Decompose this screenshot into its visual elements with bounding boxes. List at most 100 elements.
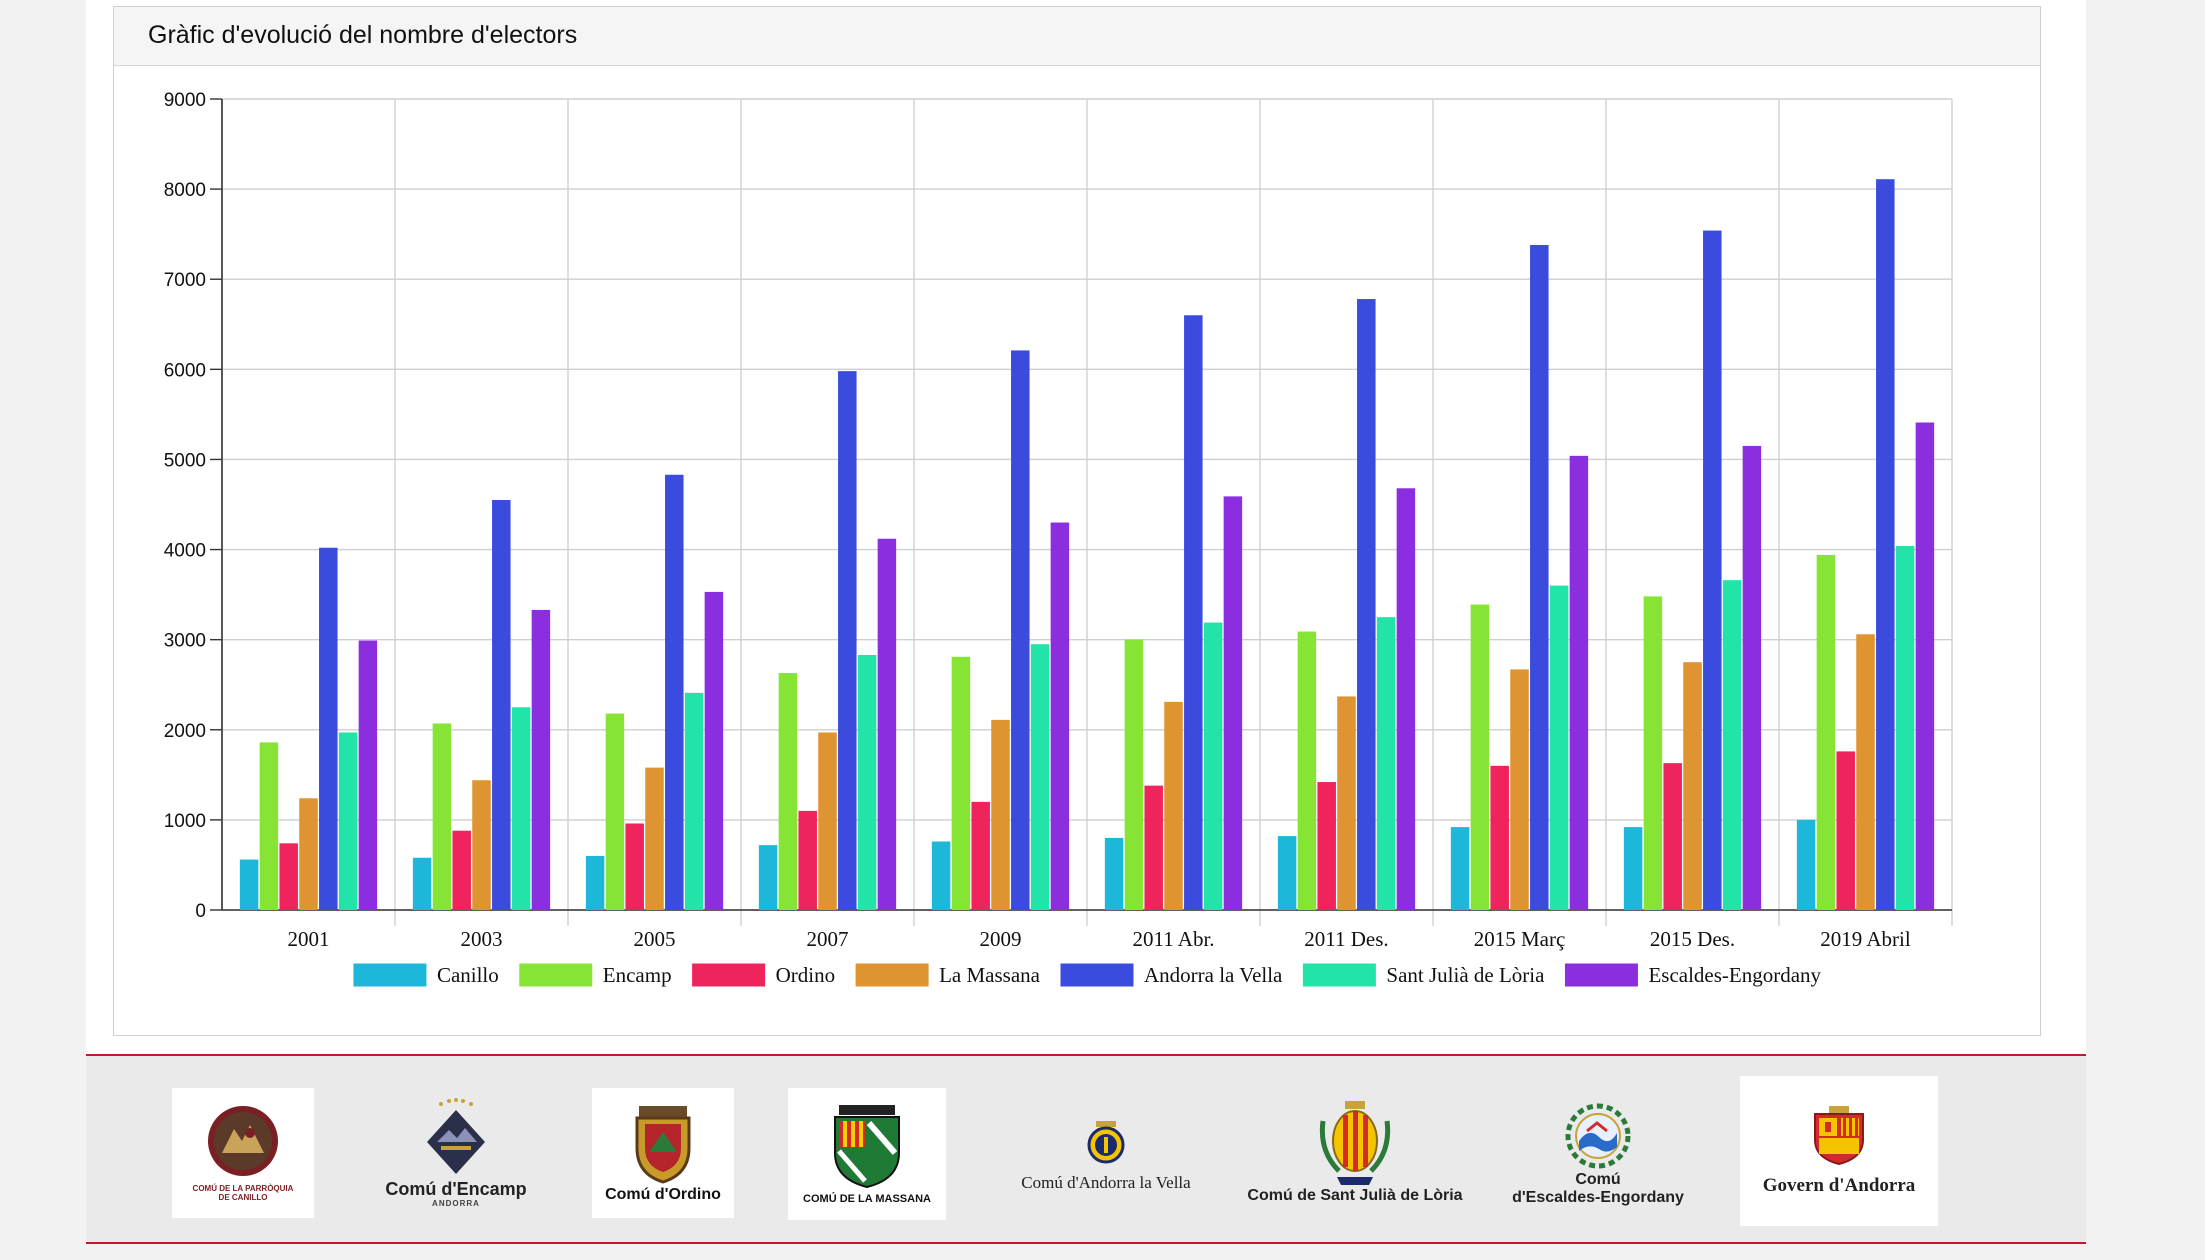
bar-andorra-la-vella — [838, 371, 857, 910]
bar-escaldes-engordany — [704, 591, 724, 910]
logo-canillo[interactable]: COMÚ DE LA PARRÒQUIA DE CANILLO — [172, 1088, 314, 1218]
bar-andorra-la-vella — [1703, 230, 1722, 910]
legend-swatch-sant-juli-de-l-ria — [1301, 962, 1377, 988]
bar-escaldes-engordany — [1223, 496, 1243, 910]
bar-andorra-la-vella — [492, 499, 511, 910]
bar-andorra-la-vella — [1357, 299, 1376, 911]
bar-andorra-la-vella — [1011, 350, 1030, 910]
bar-escaldes-engordany — [1396, 488, 1416, 910]
bar-encamp — [1816, 554, 1836, 910]
bar-escaldes-engordany — [1569, 455, 1589, 910]
bar-ordino — [798, 810, 817, 910]
bar-escaldes-engordany — [1742, 445, 1762, 910]
electors-bar-chart: 0 1000 2000 3000 4000 5000 6000 7000 8000 9000 200… — [164, 90, 1953, 988]
bar-canillo — [758, 845, 778, 910]
bar-sant-juli-de-l-ria — [338, 732, 358, 910]
bar-canillo — [1623, 827, 1643, 910]
bar-encamp — [1124, 639, 1144, 910]
bar-la-massana — [645, 767, 664, 910]
bar-la-massana — [991, 719, 1010, 910]
logo-encamp[interactable]: Comú d'Encamp ANDORRA — [376, 1088, 536, 1218]
logo-la-massana[interactable]: COMÚ DE LA MASSANA — [788, 1088, 946, 1220]
legend-label-andorra-la-vella: Andorra la Vella — [1144, 963, 1283, 987]
bar-la-massana — [818, 732, 837, 910]
logo-escaldes-caption-1: Comú — [1575, 1171, 1621, 1189]
bar-sant-juli-de-l-ria — [511, 707, 531, 910]
bar-andorra-la-vella — [1530, 244, 1549, 911]
legend-label-encamp: Encamp — [603, 963, 672, 987]
x-tick-label: 2001 — [288, 927, 330, 951]
bar-sant-juli-de-l-ria — [684, 692, 704, 910]
legend-label-la-massana: La Massana — [939, 963, 1041, 987]
bar-ordino — [1317, 782, 1336, 910]
y-tick-label: 6000 — [164, 360, 206, 381]
bar-canillo — [1104, 837, 1124, 910]
bar-canillo — [412, 857, 432, 910]
logo-escaldes[interactable]: Comú d'Escaldes-Engordany — [1488, 1090, 1708, 1220]
andorra-la-vella-emblem-icon — [1087, 1120, 1125, 1164]
sant-julia-emblem-icon — [1319, 1101, 1391, 1186]
x-tick-label: 2015 Març — [1474, 927, 1566, 951]
logo-andorra-la-vella-caption-1: Comú d'Andorra la Vella — [1021, 1172, 1191, 1192]
bar-la-massana — [1856, 634, 1875, 910]
canillo-emblem-icon — [208, 1106, 278, 1177]
logo-la-massana-caption-1: COMÚ DE LA MASSANA — [803, 1192, 931, 1205]
bar-ordino — [1490, 765, 1509, 910]
logo-ordino-caption-1: Comú d'Ordino — [605, 1186, 721, 1204]
bar-la-massana — [1164, 701, 1183, 910]
x-tick-label: 2005 — [634, 927, 676, 951]
footer-logos: COMÚ DE LA PARRÒQUIA DE CANILLO Comú d'E… — [86, 1054, 2086, 1244]
legend-swatch-canillo — [352, 962, 428, 988]
bar-escaldes-engordany — [1915, 422, 1935, 910]
bar-sant-juli-de-l-ria — [857, 654, 877, 910]
logo-ordino[interactable]: Comú d'Ordino — [592, 1088, 734, 1218]
ordino-emblem-icon — [635, 1106, 691, 1184]
bar-la-massana — [472, 780, 491, 910]
la-massana-emblem-icon — [834, 1104, 900, 1188]
bar-sant-juli-de-l-ria — [1722, 580, 1742, 910]
x-tick-label: 2011 Des. — [1304, 927, 1388, 951]
bar-canillo — [585, 855, 605, 910]
bar-encamp — [432, 723, 452, 910]
x-tick-label: 2007 — [807, 927, 849, 951]
x-tick-label: 2009 — [980, 927, 1022, 951]
bar-escaldes-engordany — [358, 640, 378, 910]
legend-swatch-ordino — [691, 962, 767, 988]
bar-ordino — [1836, 751, 1855, 910]
x-tick-label: 2019 Abril — [1820, 927, 1911, 951]
bar-canillo — [1450, 827, 1470, 910]
bar-la-massana — [299, 798, 318, 910]
logo-govern-caption-1: Govern d'Andorra — [1762, 1174, 1916, 1196]
bar-encamp — [778, 673, 798, 910]
bar-ordino — [279, 843, 298, 910]
logo-encamp-caption-1: Comú d'Encamp — [385, 1178, 527, 1199]
bar-sant-juli-de-l-ria — [1895, 545, 1915, 910]
bar-canillo — [239, 859, 259, 910]
legend-swatch-andorra-la-vella — [1059, 962, 1135, 988]
logo-sant-julia[interactable]: Comú de Sant Julià de Lòria — [1238, 1086, 1472, 1220]
bar-canillo — [931, 841, 951, 910]
y-tick-label: 7000 — [164, 270, 206, 291]
x-tick-label: 2015 Des. — [1650, 927, 1735, 951]
y-tick-label: 5000 — [164, 450, 206, 471]
bar-la-massana — [1683, 662, 1702, 910]
bar-ordino — [1144, 785, 1163, 910]
x-tick-label: 2011 Abr. — [1132, 927, 1214, 951]
logo-canillo-caption-2: DE CANILLO — [218, 1193, 268, 1202]
bar-la-massana — [1337, 696, 1356, 910]
logo-govern[interactable]: Govern d'Andorra — [1740, 1076, 1938, 1226]
bar-ordino — [1663, 763, 1682, 910]
bar-escaldes-engordany — [1050, 522, 1070, 910]
bar-andorra-la-vella — [1184, 315, 1203, 910]
panel-title: Gràfic d'evolució del nombre d'electors — [148, 21, 578, 49]
bar-ordino — [625, 823, 644, 910]
bar-canillo — [1796, 819, 1816, 910]
y-tick-label: 9000 — [164, 90, 206, 111]
bar-andorra-la-vella — [1876, 179, 1895, 911]
bar-encamp — [1643, 596, 1663, 910]
legend-label-ordino: Ordino — [776, 963, 836, 987]
x-tick-label: 2003 — [461, 927, 503, 951]
bar-andorra-la-vella — [319, 547, 338, 910]
bar-encamp — [1470, 604, 1490, 910]
logo-andorra-la-vella[interactable]: Comú d'Andorra la Vella — [996, 1096, 1216, 1216]
